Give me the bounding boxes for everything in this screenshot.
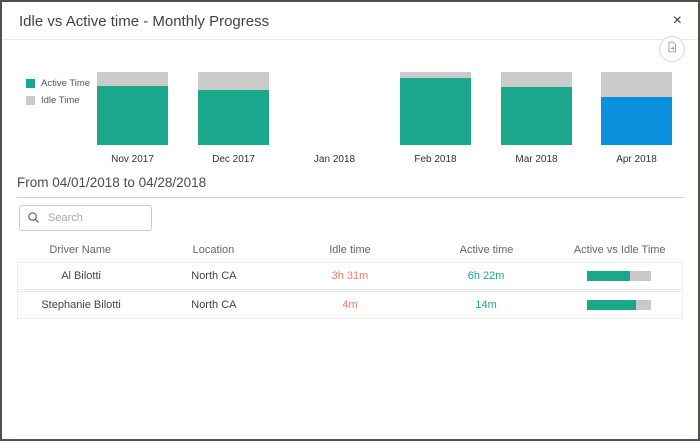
- month-label: Jan 2018: [313, 154, 356, 165]
- bar-month-feb-2018[interactable]: Feb 2018: [400, 72, 471, 167]
- bar-segment-idle[interactable]: [97, 72, 168, 86]
- search-input[interactable]: [19, 205, 152, 231]
- idle-time-cell: 3h 31m: [331, 270, 369, 282]
- drivers-table: Driver Name Location Idle time Active ti…: [17, 239, 683, 319]
- bar-month-mar-2018[interactable]: Mar 2018: [501, 72, 572, 167]
- col-header-location: Location: [192, 244, 235, 256]
- table-header-row: Driver Name Location Idle time Active ti…: [17, 239, 683, 261]
- month-label: Apr 2018: [616, 154, 657, 165]
- bar-segment-active[interactable]: [198, 90, 269, 145]
- col-header-idle-time: Idle time: [329, 244, 371, 256]
- close-icon[interactable]: ×: [672, 12, 682, 29]
- bar-segment-active[interactable]: [97, 86, 168, 145]
- bar-segment-active[interactable]: [501, 87, 572, 145]
- bar-segment-idle[interactable]: [400, 72, 471, 78]
- month-label: Dec 2017: [212, 154, 255, 165]
- date-range-text: From 04/01/2018 to 04/28/2018: [17, 175, 207, 190]
- location-cell: North CA: [191, 270, 237, 282]
- active-fill: [586, 271, 630, 281]
- active-vs-idle-cell: [556, 300, 682, 310]
- export-button[interactable]: [659, 36, 685, 62]
- idle-time-cell: 4m: [342, 299, 358, 311]
- active-time-cell: 6h 22m: [467, 270, 505, 282]
- active-time-cell: 14m: [475, 299, 497, 311]
- bar-month-jan-2018[interactable]: Jan 2018: [299, 72, 370, 167]
- col-header-driver-name: Driver Name: [49, 244, 112, 256]
- search-icon: [27, 211, 40, 229]
- search-box: [19, 205, 152, 231]
- active-vs-idle-bar: [586, 300, 651, 310]
- col-header-active-time: Active time: [459, 244, 514, 256]
- legend-item-idle: Idle Time: [26, 95, 90, 106]
- location-cell: North CA: [191, 299, 237, 311]
- driver-name-cell: Al Bilotti: [61, 270, 101, 282]
- bar-segment-idle[interactable]: [198, 72, 269, 90]
- legend-label: Active Time: [41, 78, 91, 89]
- bar-month-dec-2017[interactable]: Dec 2017: [198, 72, 269, 167]
- bar-month-nov-2017[interactable]: Nov 2017: [97, 72, 168, 167]
- bar-chart: Active Time Idle Time Nov 2017 Dec 2017 Ja…: [2, 62, 698, 167]
- active-vs-idle-bar: [586, 271, 651, 281]
- bar-month-apr-2018[interactable]: Apr 2018: [601, 72, 672, 167]
- month-label: Mar 2018: [515, 154, 558, 165]
- active-vs-idle-cell: [556, 271, 682, 281]
- month-label: Feb 2018: [414, 154, 457, 165]
- chart-legend: Active Time Idle Time: [26, 78, 90, 112]
- bar-segment-idle[interactable]: [501, 72, 572, 87]
- bar-segment-active[interactable]: [601, 97, 672, 145]
- dialog-title: Idle vs Active time - Monthly Progress: [19, 13, 270, 30]
- driver-name-cell: Stephanie Bilotti: [41, 299, 121, 311]
- dialog-header: Idle vs Active time - Monthly Progress ×: [2, 2, 698, 40]
- idle-time-swatch: [26, 96, 35, 105]
- legend-label: Idle Time: [41, 95, 80, 106]
- table-row[interactable]: Stephanie Bilotti North CA 4m 14m: [17, 291, 683, 319]
- bar-segment-idle[interactable]: [601, 72, 672, 97]
- date-range-header: From 04/01/2018 to 04/28/2018: [17, 174, 684, 198]
- table-row[interactable]: Al Bilotti North CA 3h 31m 6h 22m: [17, 262, 683, 290]
- col-header-active-vs-idle: Active vs Idle Time: [573, 244, 666, 256]
- active-time-swatch: [26, 79, 35, 88]
- active-fill: [586, 300, 636, 310]
- legend-item-active: Active Time: [26, 78, 90, 89]
- export-icon: [665, 40, 679, 59]
- month-label: Nov 2017: [111, 154, 154, 165]
- bar-segment-active[interactable]: [400, 78, 471, 145]
